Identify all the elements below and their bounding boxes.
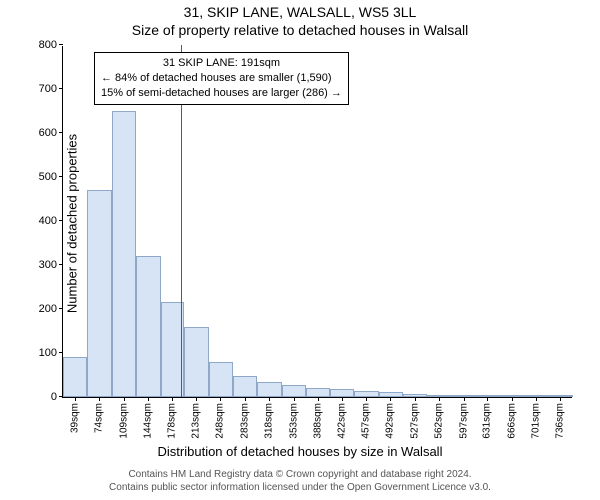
x-tick-mark — [124, 397, 125, 401]
y-axis-label: Number of detached properties — [65, 74, 80, 374]
footer-line2: Contains public sector information licen… — [0, 481, 600, 494]
x-axis-label: Distribution of detached houses by size … — [0, 444, 600, 459]
histogram-bar — [403, 394, 427, 397]
y-tick-label: 300 — [39, 259, 63, 271]
histogram-bar — [87, 190, 111, 397]
annotation-line: 31 SKIP LANE: 191sqm — [101, 56, 342, 71]
y-tick-mark — [59, 352, 63, 353]
histogram-bar — [233, 376, 257, 397]
y-tick-mark — [59, 88, 63, 89]
x-tick-label: 457sqm — [361, 403, 372, 439]
histogram-bar — [282, 385, 306, 397]
annotation-box: 31 SKIP LANE: 191sqm← 84% of detached ho… — [94, 52, 349, 105]
x-tick-mark — [464, 397, 465, 401]
y-tick-label: 700 — [39, 83, 63, 95]
x-tick-mark — [366, 397, 367, 401]
x-tick-mark — [245, 397, 246, 401]
x-tick-label: 388sqm — [313, 403, 324, 439]
histogram-bar — [379, 392, 403, 397]
y-tick-label: 600 — [39, 127, 63, 139]
histogram-bar — [184, 327, 208, 397]
y-tick-mark — [59, 176, 63, 177]
x-tick-mark — [536, 397, 537, 401]
y-tick-label: 500 — [39, 171, 63, 183]
x-tick-label: 422sqm — [336, 403, 347, 439]
y-tick-label: 400 — [39, 215, 63, 227]
x-tick-label: 666sqm — [506, 403, 517, 439]
y-tick-label: 100 — [39, 347, 63, 359]
y-tick-mark — [59, 264, 63, 265]
y-tick-mark — [59, 220, 63, 221]
histogram-bar — [427, 395, 451, 397]
x-tick-mark — [318, 397, 319, 401]
histogram-bar — [209, 362, 233, 397]
x-tick-mark — [560, 397, 561, 401]
annotation-line: 15% of semi-detached houses are larger (… — [101, 86, 342, 101]
histogram-bar — [524, 395, 548, 397]
x-tick-label: 492sqm — [385, 403, 396, 439]
y-tick-label: 800 — [39, 39, 63, 51]
footer-line1: Contains HM Land Registry data © Crown c… — [0, 468, 600, 481]
x-tick-label: 74sqm — [94, 403, 105, 433]
x-tick-label: 213sqm — [191, 403, 202, 439]
x-tick-label: 353sqm — [288, 403, 299, 439]
x-tick-mark — [99, 397, 100, 401]
histogram-bar — [330, 389, 354, 397]
x-tick-label: 562sqm — [434, 403, 445, 439]
histogram-bar — [112, 111, 136, 397]
x-tick-label: 318sqm — [264, 403, 275, 439]
histogram-bar — [354, 391, 378, 397]
histogram-bar — [257, 382, 281, 397]
chart-title-main: 31, SKIP LANE, WALSALL, WS5 3LL — [0, 4, 600, 20]
histogram-bar — [500, 395, 524, 397]
x-tick-label: 597sqm — [458, 403, 469, 439]
x-tick-label: 144sqm — [143, 403, 154, 439]
histogram-bar — [306, 388, 330, 397]
x-tick-mark — [148, 397, 149, 401]
x-tick-label: 631sqm — [482, 403, 493, 439]
x-tick-mark — [196, 397, 197, 401]
annotation-line: ← 84% of detached houses are smaller (1,… — [101, 71, 342, 86]
x-tick-mark — [415, 397, 416, 401]
x-tick-mark — [294, 397, 295, 401]
x-tick-mark — [75, 397, 76, 401]
x-tick-mark — [390, 397, 391, 401]
x-tick-label: 178sqm — [166, 403, 177, 439]
y-tick-label: 200 — [39, 303, 63, 315]
x-tick-mark — [342, 397, 343, 401]
footer: Contains HM Land Registry data © Crown c… — [0, 468, 600, 494]
x-tick-label: 527sqm — [409, 403, 420, 439]
x-tick-label: 701sqm — [531, 403, 542, 439]
chart-plot-area: 010020030040050060070080039sqm74sqm109sq… — [62, 46, 572, 398]
chart-title-sub: Size of property relative to detached ho… — [0, 22, 600, 38]
histogram-bar — [136, 256, 160, 397]
x-tick-mark — [269, 397, 270, 401]
histogram-bar — [452, 395, 476, 397]
x-tick-mark — [220, 397, 221, 401]
histogram-bar — [475, 395, 499, 397]
x-tick-label: 283sqm — [239, 403, 250, 439]
y-tick-mark — [59, 308, 63, 309]
histogram-bar — [549, 395, 573, 397]
x-tick-mark — [172, 397, 173, 401]
x-tick-label: 39sqm — [69, 403, 80, 433]
x-tick-label: 248sqm — [215, 403, 226, 439]
x-tick-mark — [512, 397, 513, 401]
x-tick-label: 736sqm — [555, 403, 566, 439]
x-tick-mark — [487, 397, 488, 401]
x-tick-label: 109sqm — [118, 403, 129, 439]
y-tick-mark — [59, 132, 63, 133]
y-tick-label: 0 — [51, 391, 63, 403]
x-tick-mark — [439, 397, 440, 401]
y-tick-mark — [59, 44, 63, 45]
